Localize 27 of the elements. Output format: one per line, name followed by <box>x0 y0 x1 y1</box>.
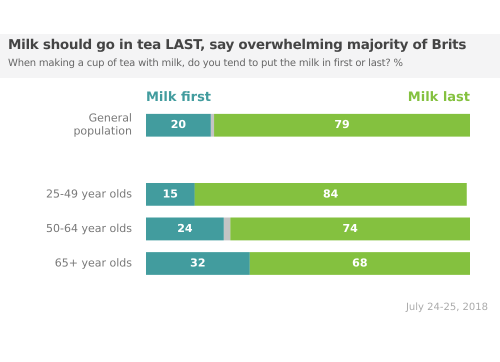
bar <box>146 252 250 275</box>
bar <box>210 114 214 137</box>
data-label: 68 <box>352 256 368 270</box>
bar <box>230 218 470 240</box>
bar <box>250 252 470 275</box>
y-tick-label: 65+ year olds <box>54 256 132 270</box>
bar <box>146 218 224 240</box>
series-label: Milk first <box>146 90 212 105</box>
text: July 24-25, 2018 <box>406 302 488 313</box>
data-label: 24 <box>177 222 193 235</box>
data-label: 32 <box>190 256 206 270</box>
bar <box>194 182 467 206</box>
bar <box>214 114 470 137</box>
data-label: 74 <box>342 222 358 235</box>
bar <box>146 114 211 137</box>
y-tick-label: 50-64 year olds <box>46 222 132 235</box>
bar <box>146 182 195 206</box>
y-tick-label: 25-49 year olds <box>46 187 132 200</box>
data-label: 84 <box>323 187 339 200</box>
data-label: 20 <box>170 118 186 132</box>
chart-subtitle: When making a cup of tea with milk, do you tend to put the milk in first or last? % <box>8 58 403 69</box>
data-label: 79 <box>334 118 350 132</box>
chart-title: Milk should go in tea LAST, say overwhelming majority of Brits <box>8 37 466 53</box>
series-label: Milk last <box>408 90 470 105</box>
data-label: 15 <box>162 187 178 200</box>
bar <box>224 218 230 240</box>
y-tick-label: General population <box>73 112 132 138</box>
